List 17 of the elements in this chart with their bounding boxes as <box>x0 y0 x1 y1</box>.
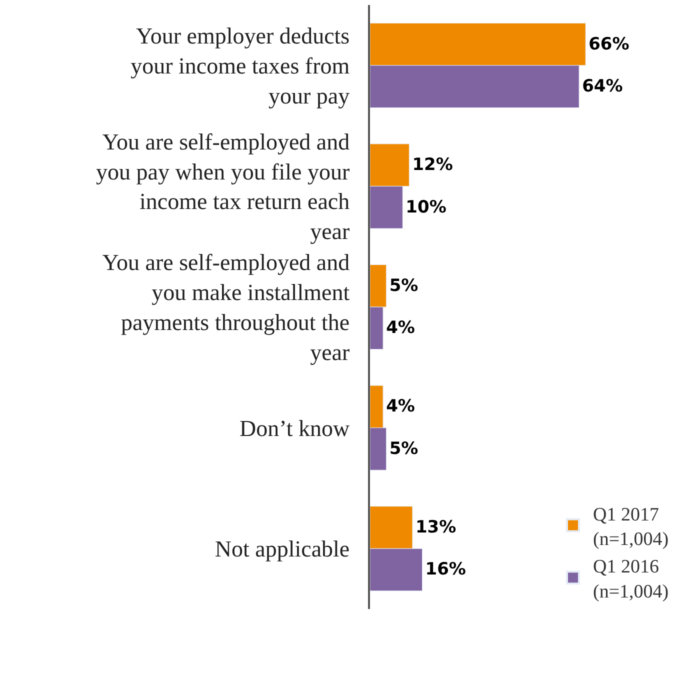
data-label: 64% <box>582 76 623 97</box>
data-label: 4% <box>386 318 415 338</box>
data-label: 66% <box>588 34 630 54</box>
legend-label: Q1 2016 (n=1,004) <box>593 556 669 602</box>
data-label: 5% <box>389 276 418 296</box>
y-tick-label: You are self-employed and you pay when you file your income tax return each year <box>96 129 350 244</box>
data-label: 10% <box>406 197 446 218</box>
data-label: 16% <box>425 560 466 580</box>
data-label: 4% <box>386 396 415 417</box>
y-tick-label: You are self-employed and you make installment payments throughout the year <box>102 250 350 365</box>
y-tick-label: Your employer deducts your income taxes from your pay <box>130 24 350 108</box>
legend-label: Q1 2017 (n=1,004) <box>593 504 669 550</box>
data-label: 5% <box>389 438 418 459</box>
data-label: 12% <box>412 155 453 176</box>
y-tick-label: Don’t know <box>240 416 350 441</box>
y-tick-label: Not applicable <box>214 536 350 562</box>
data-label: 13% <box>415 517 456 538</box>
